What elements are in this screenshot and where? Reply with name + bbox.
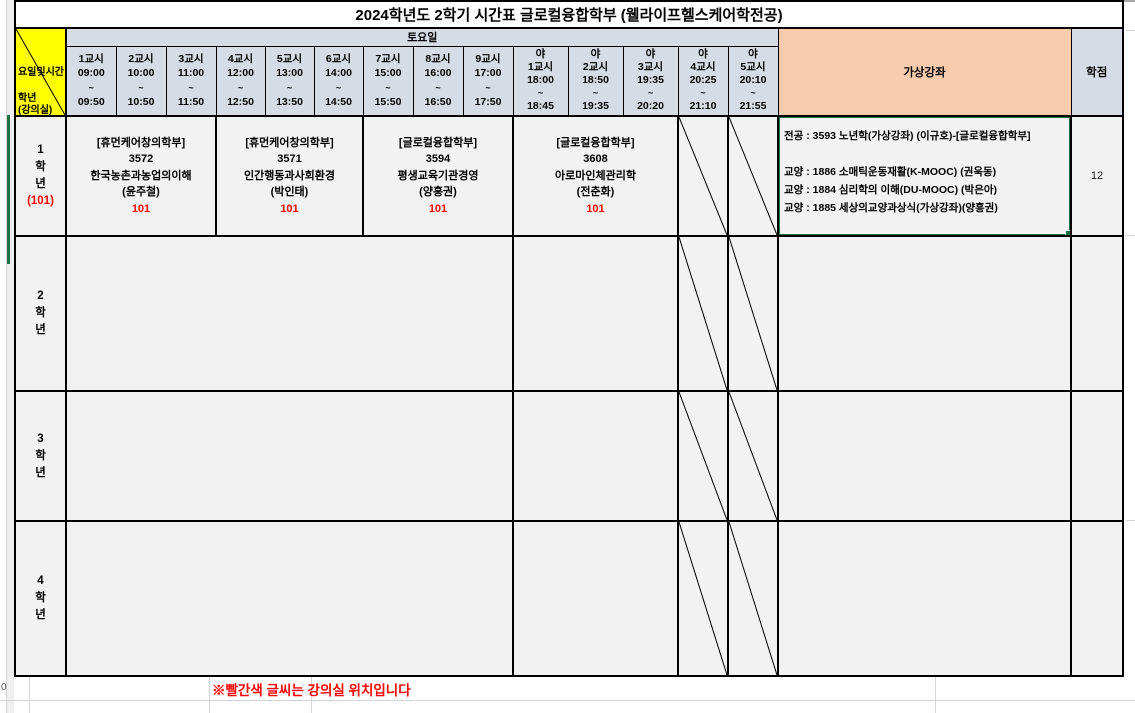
period-header[interactable]: 7교시 15:00 ~15:50 [362,45,414,117]
row-selection-indicator [7,115,10,264]
course-room: 101 [428,202,448,215]
credit-header[interactable]: 학점 [1070,27,1124,117]
period-header[interactable]: 6교시 14:00 ~14:50 [313,45,364,117]
credit-cell[interactable] [1070,520,1124,677]
day-group-header[interactable]: 토요일 [65,27,779,47]
gridline [1126,235,1135,236]
virtual-course-cell-selected[interactable]: 전공 : 3593 노년학(가상강좌) (이규호)-[글로컬융합학부] 교양 :… [777,115,1072,237]
diagonal-line [679,522,727,675]
virtual-course-cell[interactable] [777,390,1072,522]
period-header[interactable]: 1교시 09:00 ~09:50 [65,45,117,117]
diagonal-line [16,29,65,115]
unavailable-cell[interactable] [677,115,729,237]
unavailable-cell[interactable] [677,520,729,677]
empty-course-cell[interactable] [512,235,679,392]
unavailable-cell[interactable] [727,520,779,677]
gridline [29,676,30,713]
gridline [209,676,210,713]
gridline [1126,520,1135,521]
virtual-course-header[interactable]: 가상강좌 [777,27,1072,117]
corner-label-grade: 학년 (강의실) [18,93,53,116]
diagonal-line [729,237,777,390]
empty-course-cell[interactable] [512,520,679,677]
room-color-note: ※빨간색 글씨는 강의실 위치입니다 [212,683,411,698]
diagonal-line [729,117,777,235]
course-cell[interactable]: [휴먼케어창의학부] 3572 한국농촌과농업의이해 (윤주철) 101 [65,115,217,237]
page-title: 2024학년도 2학기 시간표 글로컬융합학부 (웰라이프헬스케어학전공) [355,7,783,24]
period-header[interactable]: 8교시 16:00 ~16:50 [412,45,464,117]
credit-cell[interactable] [1070,235,1124,392]
row-header-strip [7,0,14,713]
gridline [0,700,1135,701]
gridline [311,676,312,713]
unavailable-cell[interactable] [727,115,779,237]
course-cell[interactable]: [글로컬융합학부] 3594 평생교육기관경영 (양흥권) 101 [362,115,514,237]
course-cell[interactable]: [글로컬융합학부] 3608 아로마인체관리학 (전춘화) 101 [512,115,679,237]
credit-cell[interactable]: 12 [1070,115,1124,237]
virtual-course-cell[interactable] [777,235,1072,392]
course-room: 101 [131,202,151,215]
period-header[interactable]: 4교시 12:00 ~12:50 [215,45,266,117]
empty-course-cell[interactable] [65,235,514,392]
night-period-header[interactable]: 야 4교시 20:25 ~ 21:10 [677,45,729,117]
corner-cell[interactable]: 요일및시간 학년 (강의실) [14,27,67,117]
diagonal-line [729,522,777,675]
row-number: 0 [1,682,7,693]
course-room: 101 [280,202,299,215]
period-header[interactable]: 3교시 11:00 ~11:50 [165,45,217,117]
gridline [6,0,7,713]
course-room: 101 [586,202,605,215]
night-period-header[interactable]: 야 5교시 20:10 ~ 21:55 [727,45,779,117]
night-period-header[interactable]: 야 1교시 18:00 ~ 18:45 [512,45,569,117]
period-header[interactable]: 5교시 13:00 ~13:50 [264,45,315,117]
gridline [935,676,936,713]
gridline [1126,30,1135,31]
diagonal-line [679,237,727,390]
period-header[interactable]: 2교시 10:00 ~10:50 [115,45,167,117]
unavailable-cell[interactable] [727,390,779,522]
empty-course-cell[interactable] [65,520,514,677]
empty-course-cell[interactable] [512,390,679,522]
credit-cell[interactable] [1070,390,1124,522]
night-period-header[interactable]: 야 2교시 18:50 ~ 19:35 [567,45,624,117]
grade-room: (101) [27,195,54,207]
unavailable-cell[interactable] [677,390,729,522]
unavailable-cell[interactable] [677,235,729,392]
corner-label-days: 요일및시간 [18,66,64,78]
period-header[interactable]: 9교시 17:00 ~17:50 [462,45,514,117]
diagonal-line [729,392,777,520]
course-cell[interactable]: [휴먼케어창의학부] 3571 인간행동과사회환경 (박인태) 101 [215,115,364,237]
timetable-title-cell[interactable]: 2024학년도 2학기 시간표 글로컬융합학부 (웰라이프헬스케어학전공) [14,0,1124,29]
night-period-header[interactable]: 야 3교시 19:35 ~ 20:20 [622,45,679,117]
virtual-course-cell[interactable] [777,520,1072,677]
timetable: 2024학년도 2학기 시간표 글로컬융합학부 (웰라이프헬스케어학전공) 요일… [14,0,1124,677]
unavailable-cell[interactable] [727,235,779,392]
empty-course-cell[interactable] [65,390,514,522]
diagonal-line [679,392,727,520]
diagonal-line [679,117,727,235]
fill-handle[interactable] [1065,230,1069,234]
